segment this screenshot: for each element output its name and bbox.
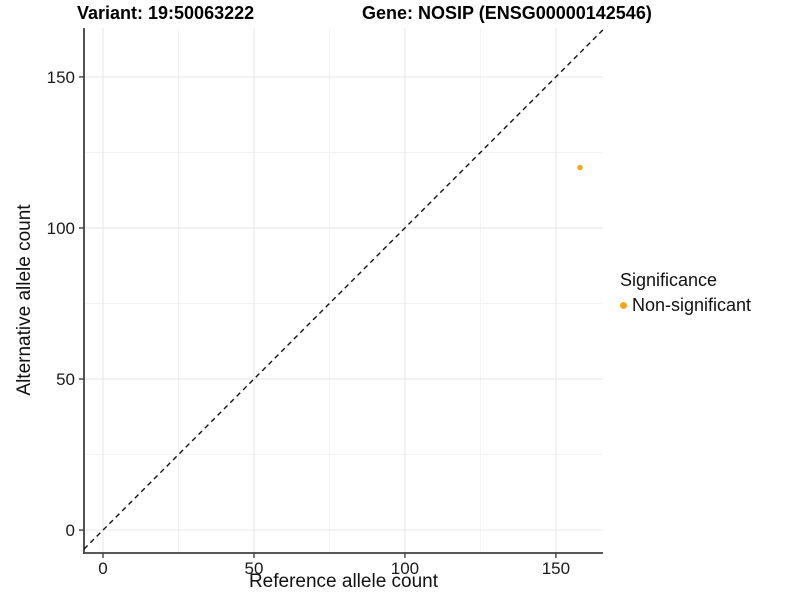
plot-title-variant: Variant: 19:50063222 bbox=[77, 3, 255, 23]
y-tick-label: 50 bbox=[56, 370, 75, 389]
y-tick-label: 150 bbox=[47, 68, 75, 87]
y-tick-label: 100 bbox=[47, 219, 75, 238]
data-point bbox=[577, 164, 583, 171]
legend-key-dot-icon bbox=[620, 302, 627, 309]
y-axis-title: Alternative allele count bbox=[14, 204, 35, 396]
legend: Significance Non-significant bbox=[620, 270, 751, 316]
legend-title: Significance bbox=[620, 270, 718, 290]
plot-title-gene: Gene: NOSIP (ENSG00000142546) bbox=[362, 3, 652, 23]
x-tick-label: 100 bbox=[391, 559, 419, 578]
x-axis-title: Reference allele count bbox=[248, 571, 439, 592]
x-tick-label: 150 bbox=[542, 559, 570, 578]
x-tick-label: 0 bbox=[98, 559, 107, 578]
x-tick-label: 50 bbox=[245, 559, 264, 578]
legend-entries: Non-significant bbox=[620, 295, 751, 316]
legend-entry: Non-significant bbox=[620, 295, 751, 316]
identity-dashed-line bbox=[83, 29, 604, 550]
y-tick-label: 0 bbox=[66, 521, 75, 540]
legend-entry-label: Non-significant bbox=[632, 295, 752, 315]
